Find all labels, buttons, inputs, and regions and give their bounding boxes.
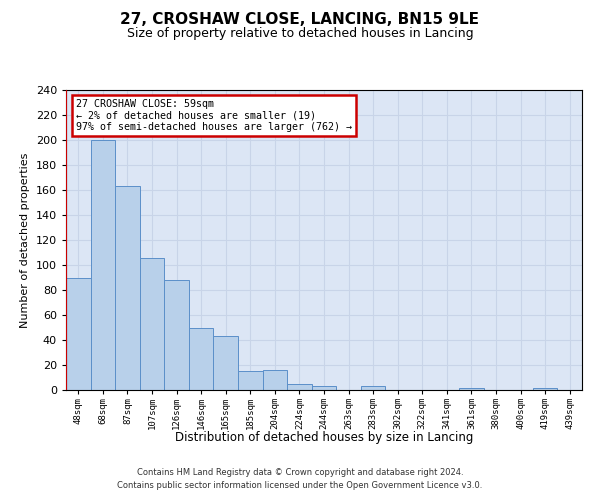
Bar <box>214 336 238 390</box>
Y-axis label: Number of detached properties: Number of detached properties <box>20 152 30 328</box>
Text: 27, CROSHAW CLOSE, LANCING, BN15 9LE: 27, CROSHAW CLOSE, LANCING, BN15 9LE <box>121 12 479 28</box>
Bar <box>164 280 189 390</box>
Bar <box>66 278 91 390</box>
Text: Contains HM Land Registry data © Crown copyright and database right 2024.: Contains HM Land Registry data © Crown c… <box>137 468 463 477</box>
Bar <box>263 370 287 390</box>
Bar <box>238 371 263 390</box>
Bar <box>91 140 115 390</box>
Bar <box>459 388 484 390</box>
Bar <box>189 328 214 390</box>
Bar <box>287 384 312 390</box>
Text: Size of property relative to detached houses in Lancing: Size of property relative to detached ho… <box>127 28 473 40</box>
Bar <box>140 258 164 390</box>
Bar <box>115 186 140 390</box>
Bar <box>533 388 557 390</box>
Bar <box>361 386 385 390</box>
Text: Distribution of detached houses by size in Lancing: Distribution of detached houses by size … <box>175 431 473 444</box>
Bar <box>312 386 336 390</box>
Text: 27 CROSHAW CLOSE: 59sqm
← 2% of detached houses are smaller (19)
97% of semi-det: 27 CROSHAW CLOSE: 59sqm ← 2% of detached… <box>76 99 352 132</box>
Text: Contains public sector information licensed under the Open Government Licence v3: Contains public sector information licen… <box>118 480 482 490</box>
